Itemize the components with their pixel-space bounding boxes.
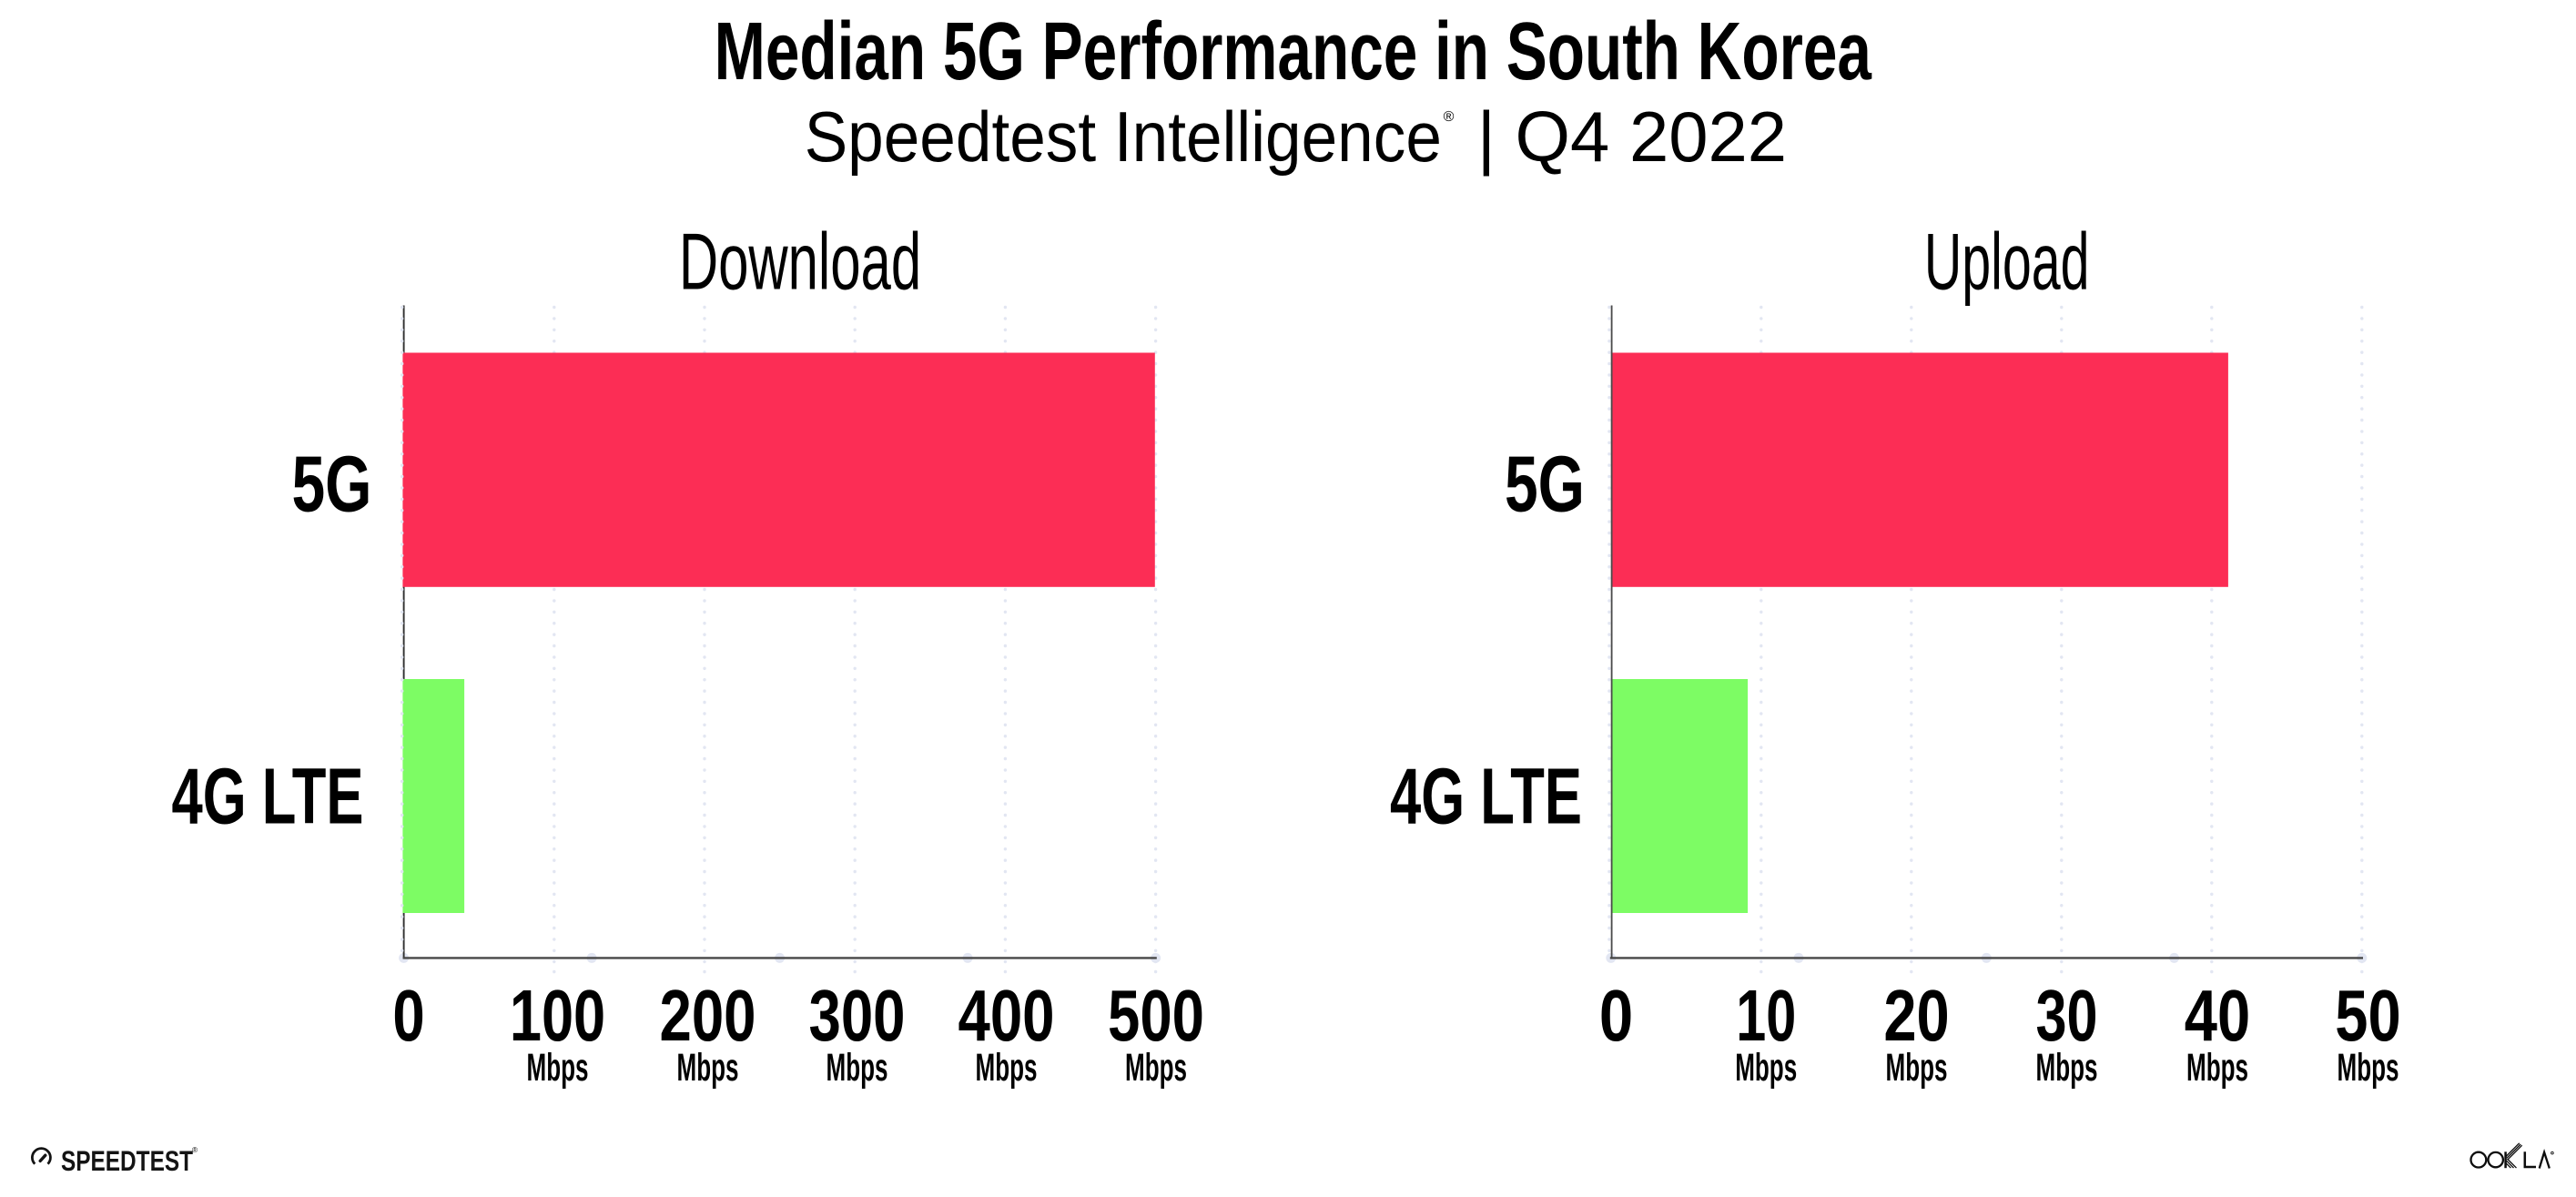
svg-text:SPEEDTEST: SPEEDTEST [61,1144,193,1177]
svg-text:5G: 5G [292,441,372,529]
svg-text:Mbps: Mbps [2036,1047,2098,1090]
svg-text:200: 200 [660,975,756,1056]
svg-text:4G LTE: 4G LTE [1390,753,1582,841]
svg-text:| Q4 2022: | Q4 2022 [1477,96,1787,177]
svg-text:Mbps: Mbps [1735,1047,1797,1090]
svg-text:0: 0 [392,975,424,1056]
svg-text:Mbps: Mbps [827,1047,888,1090]
svg-text:4G LTE: 4G LTE [172,753,364,841]
svg-text:10: 10 [1736,975,1796,1056]
svg-text:40: 40 [2185,975,2250,1056]
svg-text:Mbps: Mbps [2186,1047,2248,1090]
svg-text:Mbps: Mbps [527,1047,589,1090]
svg-text:Median 5G Performance in South: Median 5G Performance in South Korea [715,6,1872,97]
svg-text:®: ® [1444,109,1455,125]
svg-text:Mbps: Mbps [1886,1047,1948,1090]
svg-text:5G: 5G [1505,441,1585,529]
svg-text:Speedtest Intelligence: Speedtest Intelligence [805,96,1442,177]
svg-text:20: 20 [1883,975,1949,1056]
svg-text:®: ® [192,1145,198,1154]
svg-text:Download: Download [679,217,921,307]
svg-text:Mbps: Mbps [976,1047,1038,1090]
svg-text:Mbps: Mbps [1125,1047,1187,1090]
svg-text:50: 50 [2335,975,2400,1056]
svg-text:Mbps: Mbps [2338,1047,2399,1090]
svg-text:400: 400 [958,975,1055,1056]
svg-text:100: 100 [510,975,605,1056]
svg-text:0: 0 [1599,975,1633,1056]
svg-text:Mbps: Mbps [677,1047,739,1090]
svg-text:300: 300 [809,975,906,1056]
svg-text:500: 500 [1108,975,1204,1056]
svg-text:30: 30 [2036,975,2098,1056]
svg-text:Upload: Upload [1924,217,2090,307]
